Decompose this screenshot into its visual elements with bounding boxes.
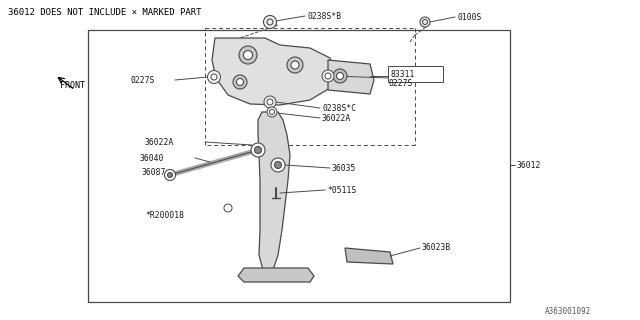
Circle shape: [239, 46, 257, 64]
Text: 36035: 36035: [332, 164, 356, 172]
Circle shape: [224, 204, 232, 212]
Circle shape: [420, 17, 430, 27]
Circle shape: [267, 107, 277, 117]
Circle shape: [267, 19, 273, 25]
Circle shape: [275, 162, 282, 169]
Polygon shape: [212, 38, 335, 105]
Text: 36022A: 36022A: [322, 114, 351, 123]
Text: A363001092: A363001092: [545, 308, 591, 316]
Circle shape: [325, 73, 331, 79]
Polygon shape: [345, 248, 393, 264]
Text: 0227S: 0227S: [388, 78, 412, 87]
Circle shape: [322, 70, 334, 82]
Circle shape: [267, 99, 273, 105]
Text: 36023B: 36023B: [422, 244, 451, 252]
Text: FRONT: FRONT: [60, 81, 85, 90]
Text: 36012: 36012: [517, 161, 541, 170]
Text: *0511S: *0511S: [327, 186, 356, 195]
Circle shape: [264, 96, 276, 108]
Circle shape: [164, 170, 175, 180]
Text: 36087: 36087: [142, 167, 166, 177]
Circle shape: [255, 147, 262, 154]
Text: 0227S: 0227S: [130, 76, 154, 84]
Text: 0238S*C: 0238S*C: [322, 103, 356, 113]
Text: 36022A: 36022A: [145, 138, 174, 147]
Text: 36012 DOES NOT INCLUDE × MARKED PART: 36012 DOES NOT INCLUDE × MARKED PART: [8, 7, 202, 17]
Circle shape: [251, 143, 265, 157]
Polygon shape: [258, 112, 290, 270]
Polygon shape: [238, 268, 314, 282]
Circle shape: [243, 51, 253, 60]
Circle shape: [287, 57, 303, 73]
Text: 36040: 36040: [140, 154, 164, 163]
Circle shape: [269, 109, 275, 115]
Circle shape: [237, 78, 243, 85]
Circle shape: [291, 61, 299, 69]
Circle shape: [271, 158, 285, 172]
Polygon shape: [328, 60, 374, 94]
Circle shape: [211, 74, 217, 80]
Circle shape: [422, 20, 428, 25]
Circle shape: [333, 69, 347, 83]
Circle shape: [264, 15, 276, 28]
Text: 0100S: 0100S: [457, 12, 481, 21]
Circle shape: [337, 73, 344, 79]
Circle shape: [233, 75, 247, 89]
Text: 83311: 83311: [390, 69, 414, 78]
Text: *R200018: *R200018: [145, 211, 184, 220]
Circle shape: [207, 70, 221, 84]
Bar: [388, 66, 443, 82]
Text: 0238S*B: 0238S*B: [307, 12, 341, 20]
Circle shape: [168, 172, 173, 178]
